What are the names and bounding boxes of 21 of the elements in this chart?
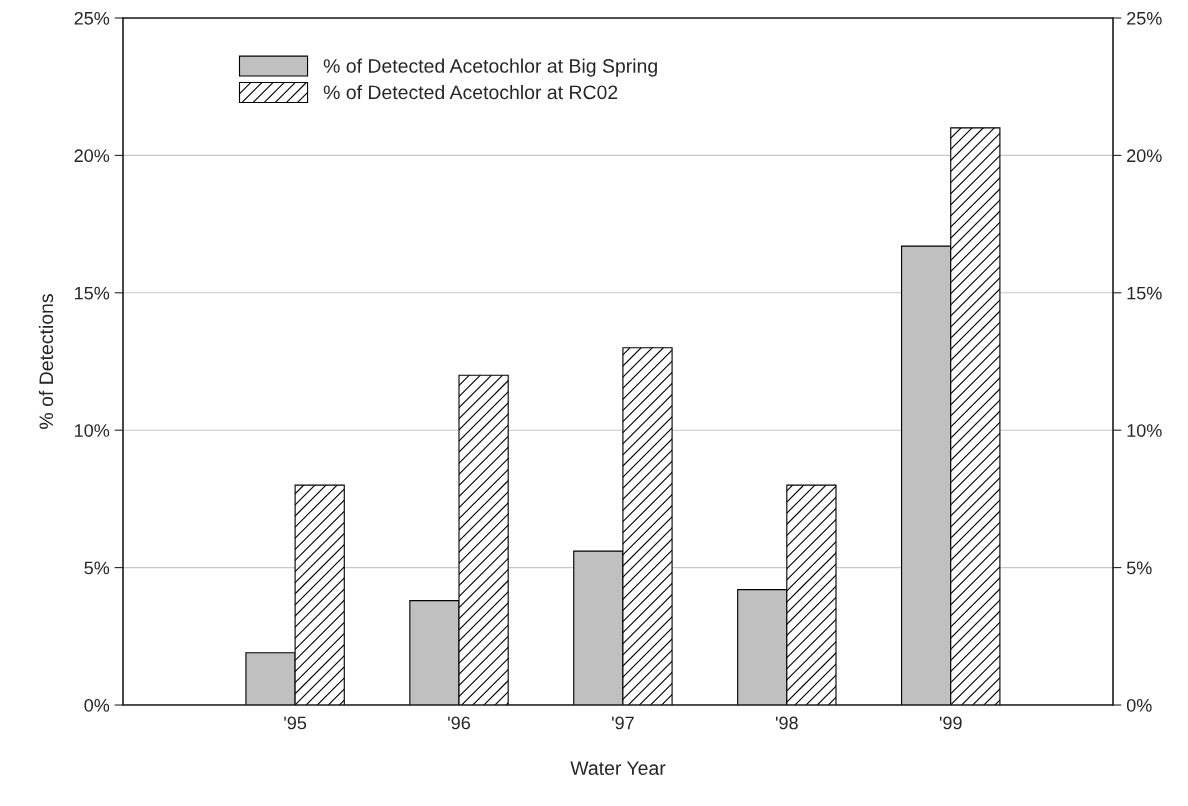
legend-label: % of Detected Acetochlor at RC02 xyxy=(323,84,618,100)
x-tick-label: '98 xyxy=(775,716,798,730)
y-tick-label: 0% xyxy=(84,698,110,712)
y2-tick-label: 25% xyxy=(1127,11,1162,25)
x-tick-label: '97 xyxy=(612,716,634,730)
y2-tick-label: 10% xyxy=(1127,424,1162,437)
legend-label: % of Detected Acetochlor at Big Spring xyxy=(323,58,657,77)
y-tick-label: 15% xyxy=(75,286,110,300)
x-tick-label: '95 xyxy=(284,716,307,730)
y-axis-title: % of Detections xyxy=(38,294,54,429)
x-tick-label: '96 xyxy=(448,716,470,730)
y-tick-label: 10% xyxy=(75,424,110,437)
x-tick-label: '99 xyxy=(939,716,962,730)
y-tick-label: 20% xyxy=(74,149,110,163)
y-tick-label: 5% xyxy=(84,561,110,575)
y2-tick-label: 5% xyxy=(1126,561,1152,575)
y2-tick-label: 20% xyxy=(1127,149,1162,163)
x-axis-title: Water Year xyxy=(570,761,666,775)
y2-tick-label: 0% xyxy=(1126,698,1152,712)
y2-tick-label: 15% xyxy=(1127,286,1162,300)
y-tick-label: 25% xyxy=(74,11,110,25)
